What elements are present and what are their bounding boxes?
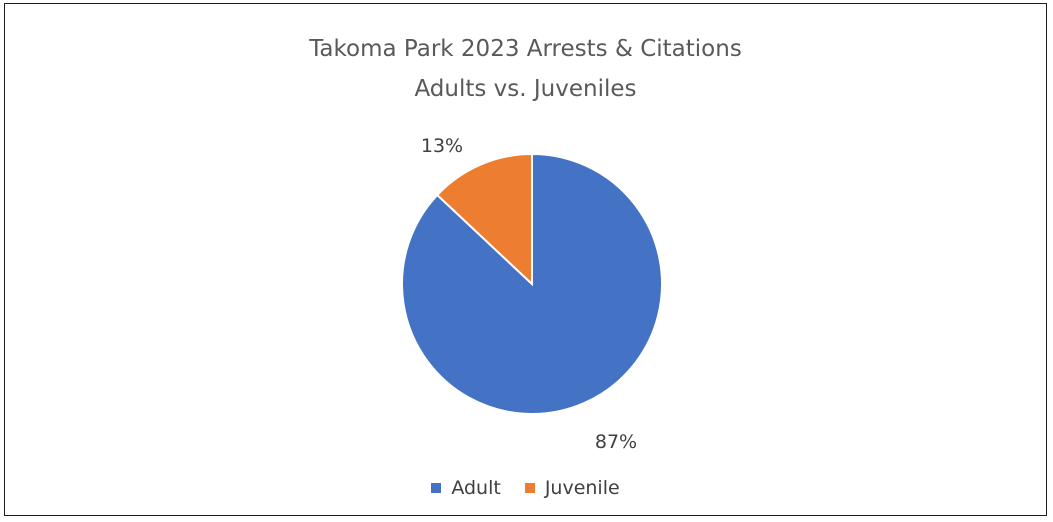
chart-title: Takoma Park 2023 Arrests & Citations (309, 36, 742, 62)
pie-chart: 87% 13% (401, 135, 663, 453)
pie-slice-juvenile (435, 152, 533, 287)
chart-frame: Takoma Park 2023 Arrests & Citations Adu… (4, 3, 1047, 516)
legend-label-juvenile: Juvenile (544, 477, 620, 499)
legend-swatch-adult (431, 483, 442, 493)
data-label-adult: 87% (595, 431, 637, 453)
legend-swatch-juvenile (524, 483, 535, 493)
legend-label-adult: Adult (451, 477, 501, 499)
chart-subtitle: Adults vs. Juveniles (414, 76, 637, 102)
data-label-juvenile: 13% (421, 135, 463, 157)
legend-item-adult: Adult (431, 476, 501, 500)
legend: Adult Juvenile (5, 476, 1046, 500)
legend-item-juvenile: Juvenile (524, 476, 620, 500)
